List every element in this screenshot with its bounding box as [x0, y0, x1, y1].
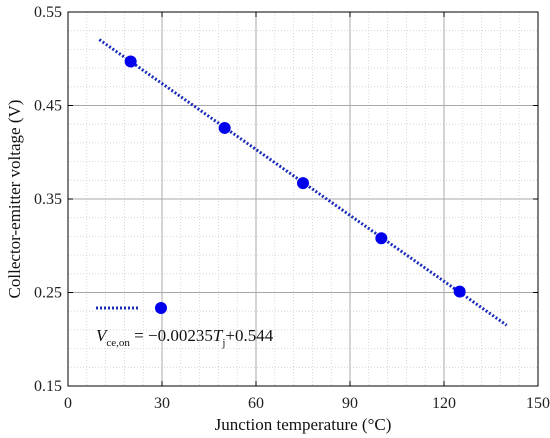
y-tick-label: 0.25 [34, 285, 62, 302]
x-tick-label: 60 [248, 395, 264, 412]
x-tick-label: 150 [526, 395, 550, 412]
x-tick-label: 90 [342, 395, 358, 412]
axis-ticks [67, 11, 539, 387]
y-tick-label: 0.15 [34, 378, 62, 395]
data-point [124, 55, 137, 68]
x-axis-title: Junction temperature (°C) [215, 415, 392, 434]
eq-v: V [96, 326, 109, 345]
y-tick-label: 0.35 [34, 191, 62, 208]
legend: Vce,on = −0.00235Tj+0.544 [96, 302, 274, 349]
x-tick-label: 30 [154, 395, 170, 412]
legend-equation: Vce,on = −0.00235Tj+0.544 [96, 326, 274, 349]
eq-tail: +0.544 [225, 326, 273, 345]
y-tick-label: 0.45 [34, 98, 62, 115]
tick-labels: 0 30 60 90 120 150 0.15 0.25 0.35 0.45 0.55 [34, 4, 550, 412]
data-point [218, 121, 231, 134]
y-axis-title: Collector-emitter voltage (V) [5, 100, 24, 299]
series-layer [98, 38, 508, 327]
data-point [453, 285, 466, 298]
y-tick-label: 0.55 [34, 4, 62, 21]
legend-marker-sample [155, 302, 167, 314]
data-point [375, 232, 388, 245]
eq-t-sub: j [221, 337, 225, 349]
x-tick-label: 120 [432, 395, 456, 412]
eq-mid: = −0.00235 [130, 326, 213, 345]
x-tick-label: 0 [64, 395, 72, 412]
data-point [297, 177, 309, 190]
eq-v-sub: ce,on [106, 337, 130, 349]
eq-t: T [213, 326, 224, 345]
